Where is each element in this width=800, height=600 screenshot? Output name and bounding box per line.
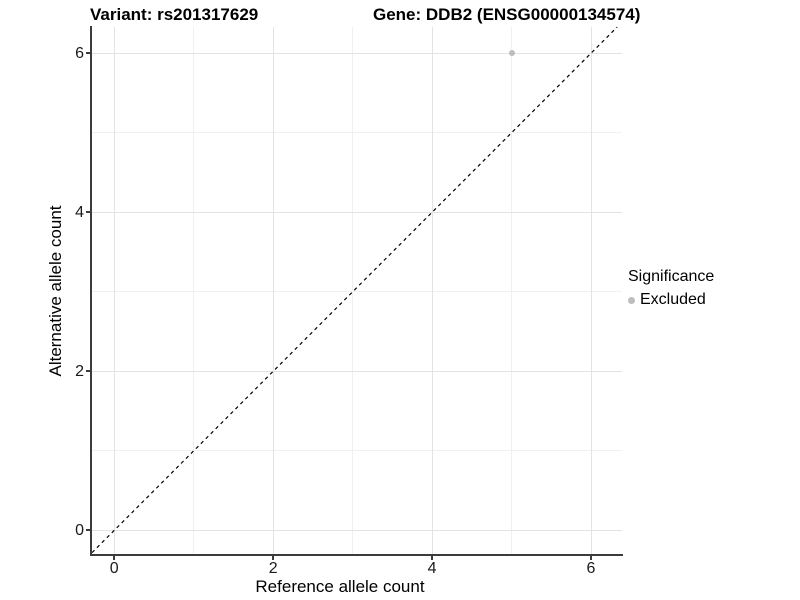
plot-title-gene: Gene: DDB2 (ENSG00000134574) (373, 5, 641, 24)
y-tick-label: 6 (75, 45, 84, 63)
gridline-x-major (272, 27, 274, 555)
x-tick-label: 0 (109, 560, 119, 577)
x-tick-mark (272, 556, 275, 560)
plot-panel (91, 26, 622, 555)
y-tick-mark (86, 370, 90, 373)
gridline-x-minor (352, 27, 354, 555)
x-tick-mark (590, 556, 592, 560)
x-tick-label: 2 (268, 560, 278, 577)
y-tick-label: 2 (75, 363, 84, 381)
gridline-y-minor (92, 132, 622, 134)
gridline-y-minor (92, 450, 622, 452)
x-tick-label: 6 (586, 560, 596, 577)
gridline-y-minor (92, 291, 622, 293)
gridline-x-minor (511, 27, 513, 555)
x-axis-line (90, 554, 623, 556)
gridline-y-major (92, 52, 622, 54)
identity-reference-line (91, 26, 618, 554)
gridline-x-major (113, 27, 115, 555)
legend-point-swatch (628, 296, 635, 304)
y-tick-mark (86, 529, 90, 532)
data-point (508, 50, 515, 57)
legend: Significance Excluded (628, 268, 714, 309)
legend-title: Significance (628, 268, 715, 285)
legend-item-excluded: Excluded (628, 291, 714, 309)
plot-title-variant: Variant: rs201317629 (90, 5, 259, 24)
gridline-y-major (92, 211, 622, 213)
gridline-x-major (431, 27, 433, 555)
gridline-y-major (92, 370, 622, 372)
y-axis-title: Alternative allele count (46, 205, 65, 377)
y-tick-label: 0 (75, 522, 84, 540)
y-tick-mark (86, 211, 90, 214)
x-axis-title: Reference allele count (255, 577, 425, 596)
x-tick-label: 4 (427, 560, 437, 577)
gridline-x-major (590, 27, 592, 555)
y-tick-label: 4 (75, 204, 84, 222)
x-tick-mark (113, 556, 116, 560)
y-tick-mark (86, 52, 90, 55)
gridline-y-major (92, 529, 622, 531)
y-axis-line (90, 26, 92, 555)
gridline-x-minor (193, 27, 195, 555)
x-tick-mark (431, 556, 434, 560)
legend-item-label: Excluded (640, 291, 706, 308)
